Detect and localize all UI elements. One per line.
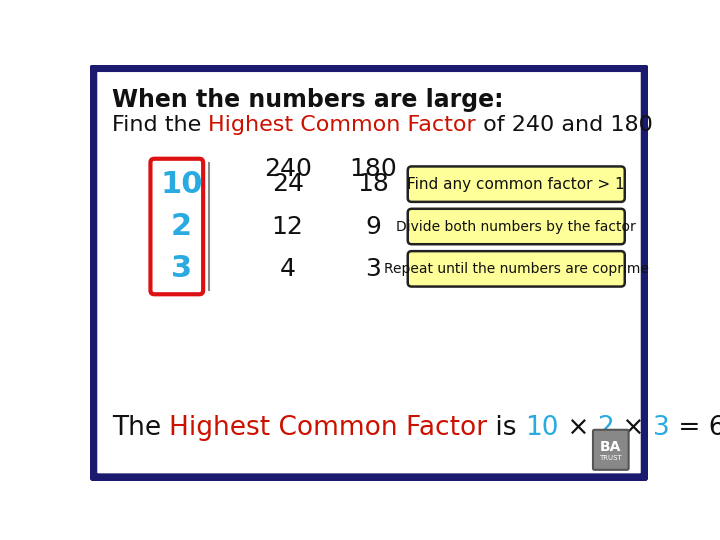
Text: 4: 4 — [279, 257, 296, 281]
FancyBboxPatch shape — [408, 209, 625, 244]
Text: Highest Common Factor: Highest Common Factor — [169, 415, 487, 441]
Text: of 240 and 180: of 240 and 180 — [476, 115, 653, 135]
Text: 10: 10 — [525, 415, 559, 441]
Text: 2: 2 — [598, 415, 614, 441]
FancyBboxPatch shape — [93, 68, 645, 477]
Text: 12: 12 — [271, 214, 304, 239]
Text: 3: 3 — [653, 415, 670, 441]
Text: 10: 10 — [160, 170, 203, 199]
Text: 3: 3 — [171, 254, 192, 284]
Text: ×: × — [614, 415, 653, 441]
Text: TRUST: TRUST — [600, 455, 622, 461]
Text: 9: 9 — [365, 214, 381, 239]
Text: 2: 2 — [171, 212, 192, 241]
Text: Repeat until the numbers are coprime: Repeat until the numbers are coprime — [384, 262, 649, 276]
Text: Find any common factor > 1: Find any common factor > 1 — [408, 177, 625, 192]
FancyBboxPatch shape — [408, 251, 625, 287]
Text: 180: 180 — [349, 157, 397, 181]
Text: 3: 3 — [365, 257, 381, 281]
Text: When the numbers are large:: When the numbers are large: — [112, 88, 503, 112]
Text: Find the: Find the — [112, 115, 208, 135]
Text: = 60: = 60 — [670, 415, 720, 441]
Text: The: The — [112, 415, 169, 441]
Text: ×: × — [559, 415, 598, 441]
Text: Divide both numbers by the factor: Divide both numbers by the factor — [397, 219, 636, 233]
Text: 24: 24 — [271, 172, 304, 196]
FancyBboxPatch shape — [150, 159, 203, 294]
FancyBboxPatch shape — [593, 430, 629, 470]
Text: 240: 240 — [264, 157, 312, 181]
Text: 18: 18 — [357, 172, 389, 196]
Text: BA: BA — [600, 441, 621, 455]
Text: is: is — [487, 415, 525, 441]
Text: Highest Common Factor: Highest Common Factor — [208, 115, 476, 135]
FancyBboxPatch shape — [408, 166, 625, 202]
